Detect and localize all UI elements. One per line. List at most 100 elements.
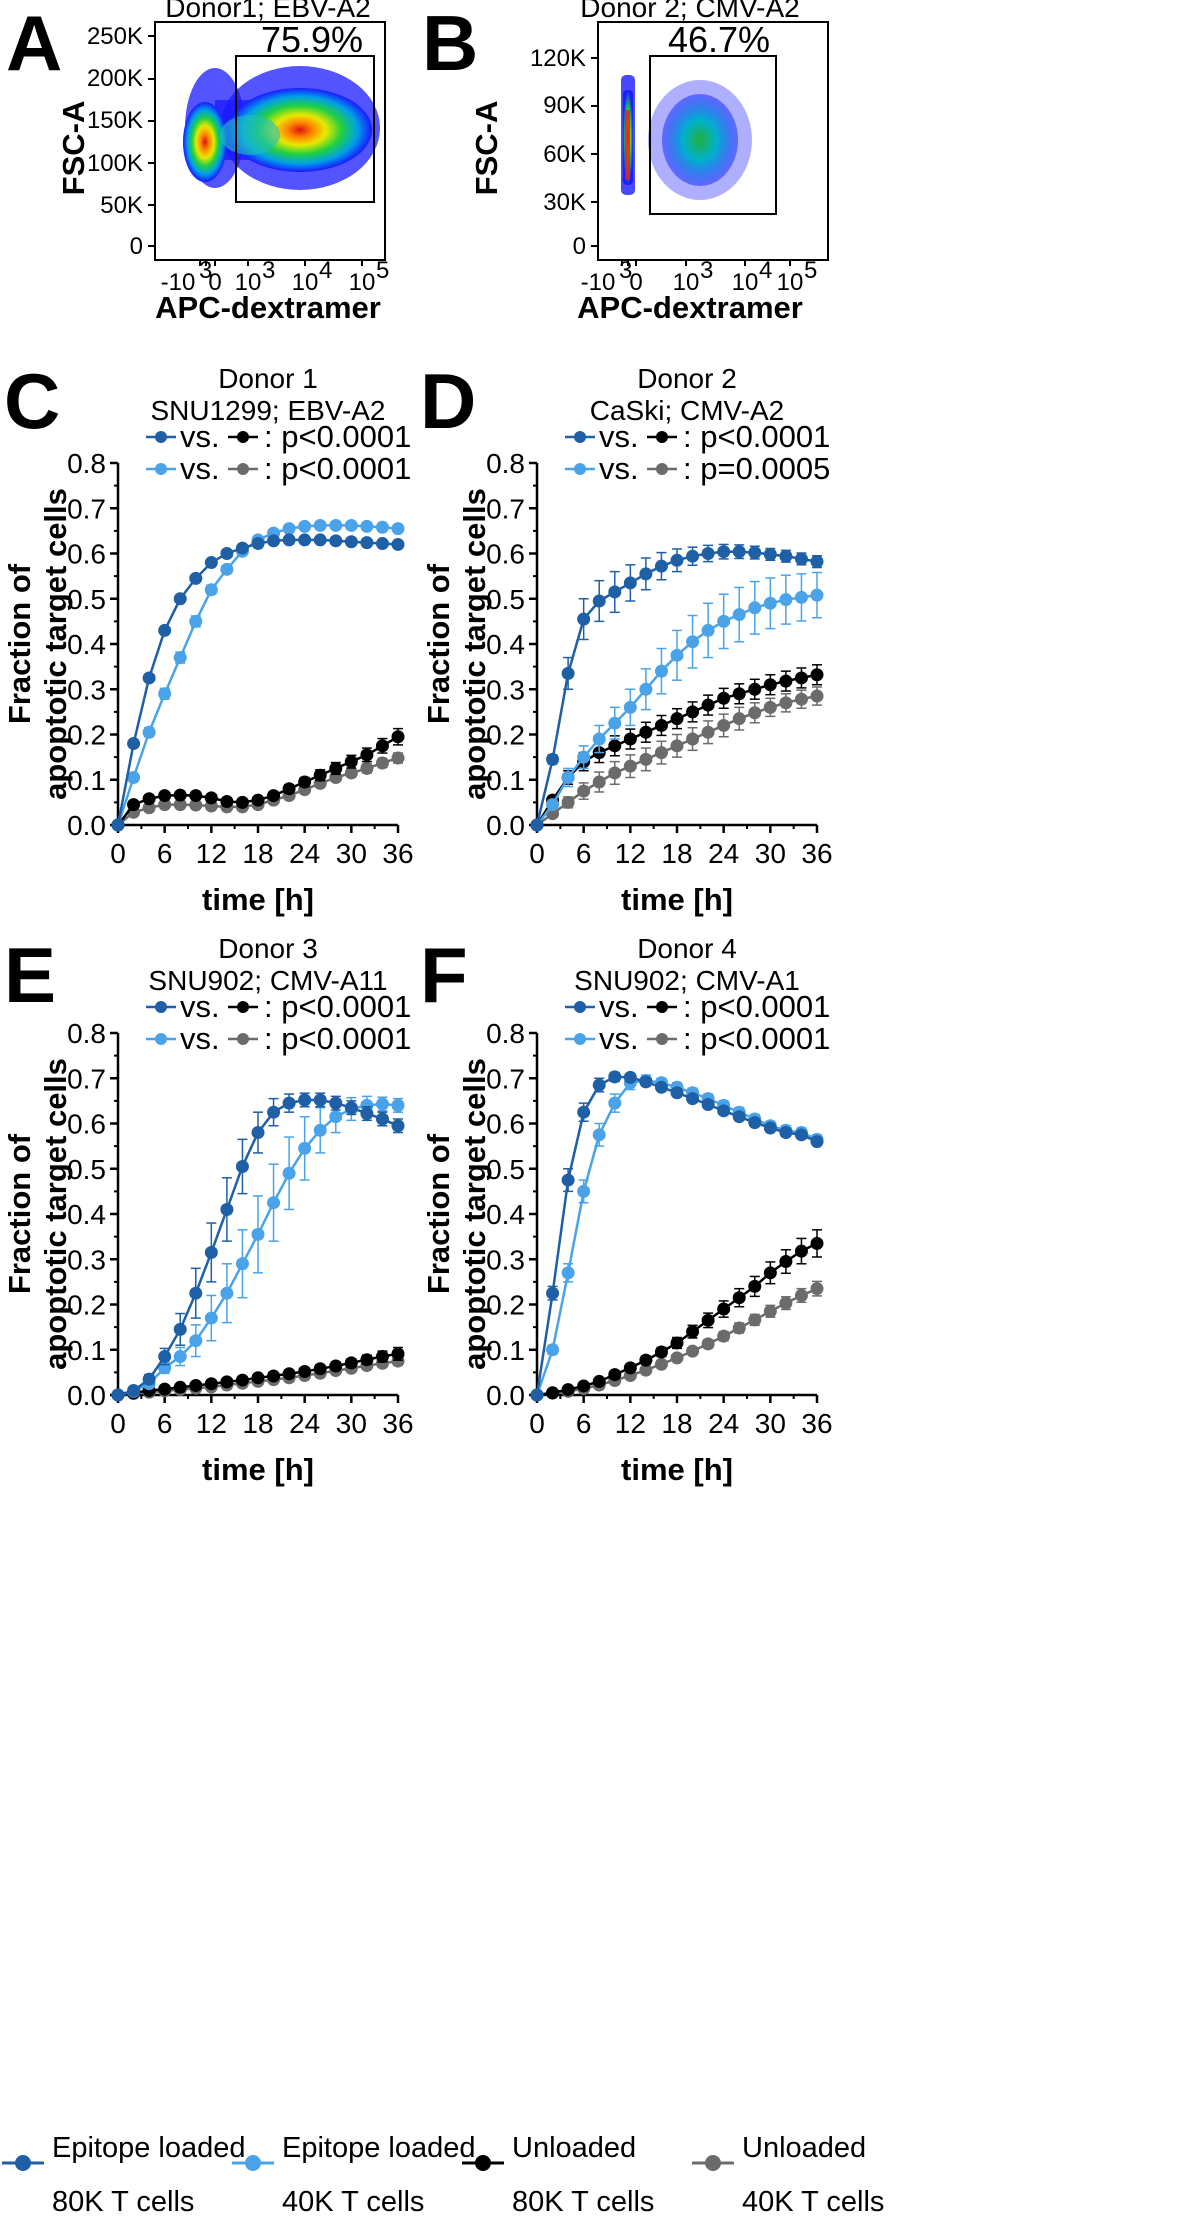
data-point <box>608 739 622 753</box>
x-tick-label: 12 <box>615 1408 646 1439</box>
series-epitope-loaded-40k-t-cells <box>530 571 824 832</box>
data-point <box>717 545 731 559</box>
flow-b-yticks: 120K 90K 60K 30K 0 <box>530 45 598 260</box>
stat-marker-dot <box>574 1001 586 1013</box>
chart-title-condition: SNU902; CMV-A1 <box>574 965 800 996</box>
x-tick-label: 0 <box>110 1408 126 1439</box>
y-tick-label: 0.2 <box>67 720 106 751</box>
x-tick-label: 30 <box>336 838 367 869</box>
data-point <box>686 705 700 719</box>
x-tick-label: 30 <box>755 1408 786 1439</box>
data-point <box>220 1375 234 1389</box>
data-point <box>344 766 358 780</box>
legend-label-line1: Unloaded <box>512 2132 636 2164</box>
data-point <box>173 592 187 606</box>
svg-text:5: 5 <box>376 257 389 284</box>
data-point <box>810 588 824 602</box>
data-point <box>794 590 808 604</box>
x-tick-label: 18 <box>242 838 273 869</box>
data-point <box>375 520 389 534</box>
data-point <box>142 671 156 685</box>
chart-title-condition: SNU902; CMV-A11 <box>148 965 387 996</box>
data-point <box>251 1371 265 1385</box>
x-axis-label: time [h] <box>621 882 733 917</box>
data-point <box>329 1110 343 1124</box>
svg-text:-10: -10 <box>161 269 196 296</box>
y-tick-label: 0.2 <box>486 1290 525 1321</box>
data-point <box>763 1266 777 1280</box>
data-point <box>375 739 389 753</box>
stat-marker-dot <box>574 431 586 443</box>
y-tick-label: 0.0 <box>67 1380 106 1411</box>
flow-a-title: Donor1; EBV-A2 <box>165 0 370 23</box>
data-point <box>577 1105 591 1119</box>
data-point <box>375 756 389 770</box>
data-point <box>732 687 746 701</box>
data-point <box>592 1078 606 1092</box>
y-tick-label: 0.0 <box>486 1380 525 1411</box>
data-point <box>251 793 265 807</box>
flow-b-density <box>621 75 752 200</box>
stat-vs: vs. <box>180 1021 220 1056</box>
data-point <box>391 1347 405 1361</box>
data-point <box>592 1128 606 1142</box>
flow-a-ytick: 150K <box>87 107 143 134</box>
x-tick-label: 18 <box>661 838 692 869</box>
y-axis-label-line1: Fraction of <box>421 1133 456 1294</box>
x-tick-label: 36 <box>801 838 832 869</box>
data-point <box>329 1096 343 1110</box>
data-point <box>561 770 575 784</box>
y-tick-label: 0.7 <box>486 493 525 524</box>
data-point <box>779 549 793 563</box>
y-tick-label: 0.1 <box>486 765 525 796</box>
stat-marker-dot <box>574 1033 586 1045</box>
stat-marker-dot <box>155 1033 167 1045</box>
stat-vs: vs. <box>180 451 220 486</box>
data-point <box>220 547 234 560</box>
flow-a-ytick: 0 <box>130 233 143 260</box>
data-point <box>204 1311 218 1325</box>
data-point <box>298 1141 312 1155</box>
svg-text:3: 3 <box>262 257 275 284</box>
data-point <box>561 795 575 809</box>
data-point <box>561 1173 575 1187</box>
data-point <box>344 755 358 769</box>
data-point <box>763 547 777 561</box>
data-point <box>748 1116 762 1130</box>
y-tick-label: 0.2 <box>67 1290 106 1321</box>
x-tick-label: 0 <box>529 838 545 869</box>
legend-label-line1: Epitope loaded <box>52 2132 246 2164</box>
y-axis-label-line2: apoptotic target cells <box>38 488 73 800</box>
svg-text:10: 10 <box>673 269 700 296</box>
data-point <box>732 545 746 559</box>
data-point <box>701 698 715 712</box>
data-point <box>158 1382 172 1396</box>
data-point <box>189 1334 203 1348</box>
data-point <box>654 1345 668 1359</box>
chart-title-donor: Donor 3 <box>218 933 318 964</box>
data-point <box>732 712 746 726</box>
panel-label-b: B <box>422 0 478 87</box>
y-tick-label: 0.3 <box>486 1244 525 1275</box>
data-point <box>608 1096 622 1110</box>
stat-vs: vs. <box>599 451 639 486</box>
data-point <box>794 552 808 566</box>
data-point <box>391 751 405 765</box>
data-point <box>654 1080 668 1094</box>
x-tick-label: 6 <box>576 1408 592 1439</box>
data-point <box>391 522 405 536</box>
flow-b-xlabel: APC-dextramer <box>577 290 803 325</box>
series-epitope-loaded-40k-t-cells <box>111 518 405 832</box>
data-point <box>623 759 637 773</box>
data-point <box>360 761 374 775</box>
data-point <box>344 1356 358 1370</box>
stat-marker-dot <box>237 431 249 443</box>
flow-b-ytick: 60K <box>543 141 586 168</box>
data-point <box>561 1266 575 1280</box>
stat-vs: vs. <box>599 1021 639 1056</box>
data-point <box>561 666 575 680</box>
data-point <box>375 1112 389 1126</box>
data-point <box>189 1286 203 1300</box>
y-tick-label: 0.4 <box>486 1199 525 1230</box>
